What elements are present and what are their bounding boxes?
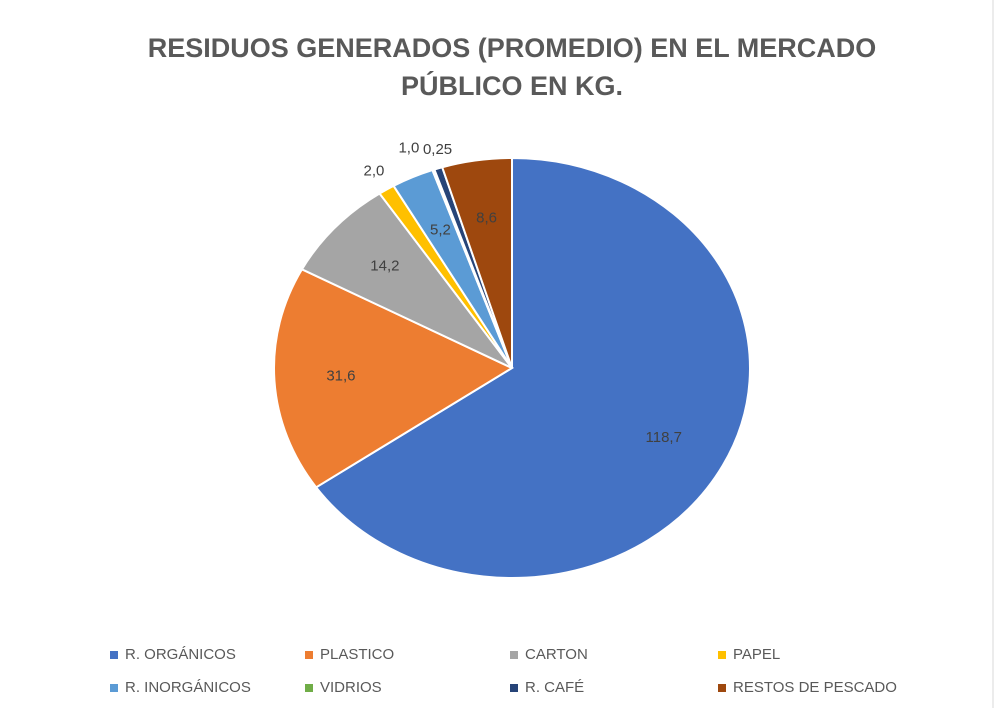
data-label: 5,2 [430,222,451,239]
pie-slice [314,156,751,579]
pie-slice [300,192,513,369]
data-label: 2,0 [364,163,385,180]
legend-label: R. ORGÁNICOS [125,646,236,663]
legend-label: PAPEL [733,646,780,663]
chart-title: RESIDUOS GENERADOS (PROMEDIO) EN EL MERC… [148,33,877,63]
legend-label: RESTOS DE PESCADO [733,679,897,696]
legend-label: R. INORGÁNICOS [125,679,251,696]
legend-swatch [305,684,313,692]
legend-swatch [510,684,518,692]
data-label: 31,6 [326,368,355,385]
legend-label: VIDRIOS [320,679,382,696]
legend-label: R. CAFÉ [525,679,584,696]
data-label: 8,6 [476,209,497,226]
legend-swatch [510,651,518,659]
legend-label: PLASTICO [320,646,394,663]
legend-label: CARTON [525,646,588,663]
legend-swatch [718,684,726,692]
data-label: 14,2 [370,258,399,275]
chart-title: PÚBLICO EN KG. [401,70,623,101]
pie-slice [273,268,515,489]
data-label: 1,0 [398,139,419,156]
legend-swatch [110,684,118,692]
legend-swatch [718,651,726,659]
legend-swatch [305,651,313,659]
data-label: 0,25 [423,141,452,158]
pie-slice [440,156,513,369]
legend-swatch [110,651,118,659]
data-label: 118,7 [646,429,682,446]
